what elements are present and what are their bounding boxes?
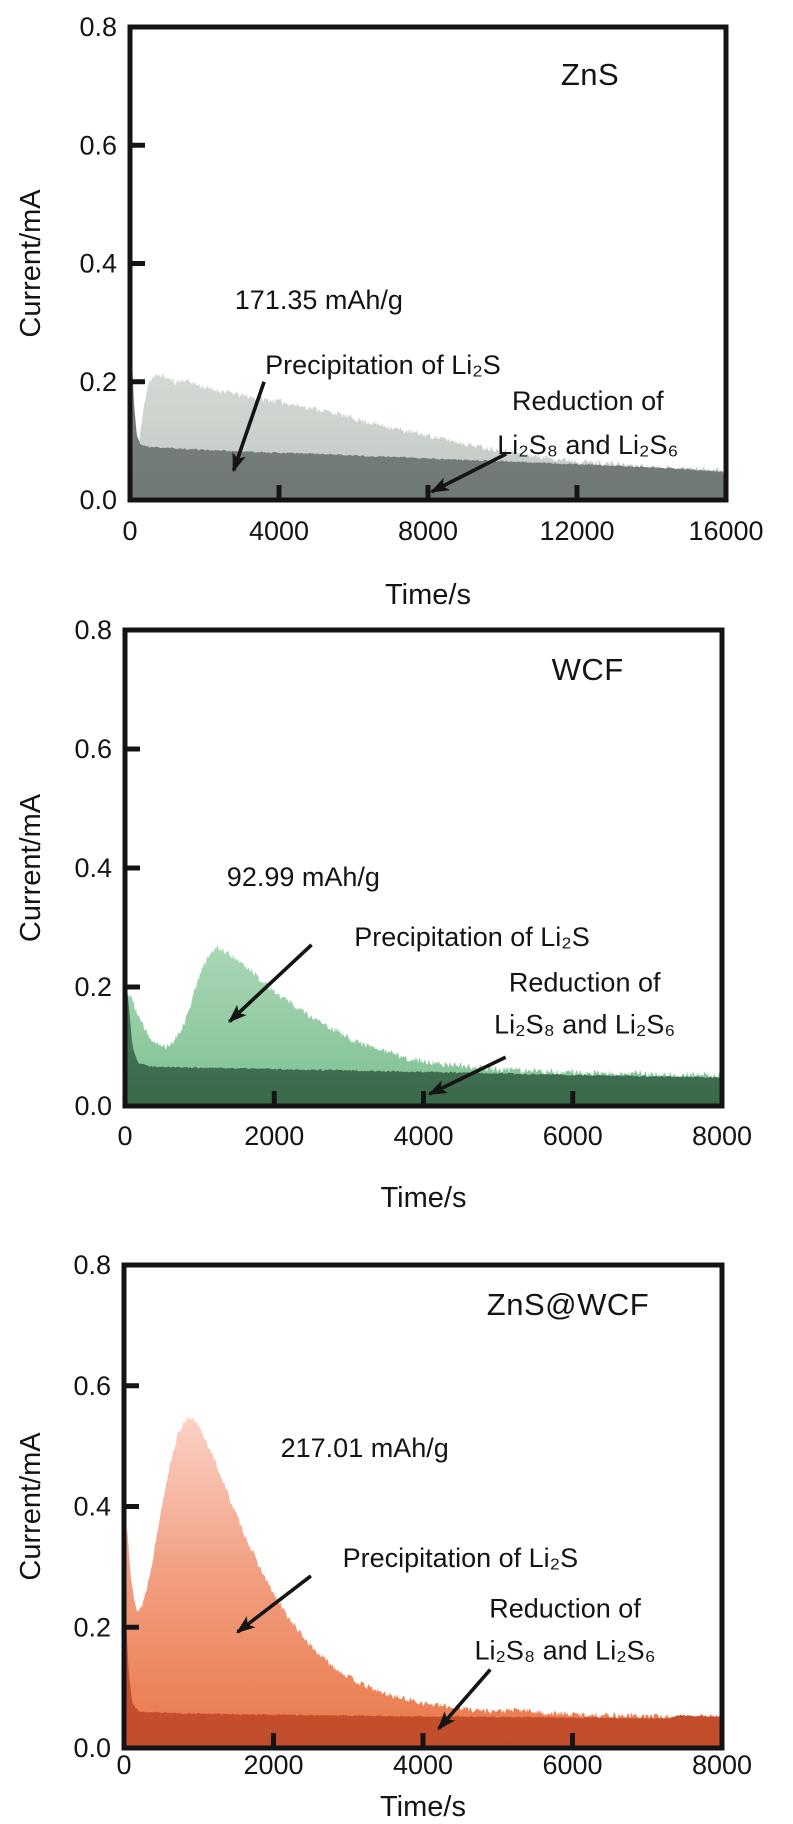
capacity-label: 217.01 mAh/g: [281, 1433, 449, 1463]
capacity-label: 171.35 mAh/g: [235, 285, 403, 315]
annotation-arrow: [228, 943, 313, 1023]
y-tick-label: 0.2: [74, 972, 112, 1002]
annotation-text: Li₂S₈ and Li₂S₆: [497, 430, 678, 460]
annotation-text: Precipitation of Li₂S: [265, 350, 501, 380]
y-tick-label: 0.4: [74, 853, 112, 883]
annotation-arrow: [236, 1574, 312, 1634]
x-tick-label: 4000: [393, 1750, 453, 1780]
y-axis-label: Current/mA: [15, 1432, 47, 1581]
chart-zns: 0 4000 8000 12000 16000 0.0 0.2 0.4 0.6 0.8 Time/s…: [0, 0, 793, 605]
reduction-area: [125, 986, 722, 1106]
y-tick-label: 0.0: [74, 1091, 112, 1121]
annotation-text: Li₂S₈ and Li₂S₆: [474, 1636, 655, 1666]
x-tick-label: 6000: [542, 1750, 602, 1780]
x-axis-label: Time/s: [380, 1791, 466, 1823]
x-tick-label: 16000: [688, 516, 763, 546]
annotation-text: Li₂S₈ and Li₂S₆: [494, 1010, 675, 1040]
y-tick-label: 0.4: [73, 1492, 111, 1522]
precipitation-area: [125, 945, 722, 1106]
annotation-text: Reduction of: [512, 386, 664, 416]
y-tick-label: 0.0: [73, 1733, 111, 1763]
chart-title-label: WCF: [552, 652, 624, 687]
annotation-text: Reduction of: [489, 1594, 641, 1624]
y-tick-label: 0.0: [79, 485, 117, 515]
x-tick-label: 0: [117, 1121, 132, 1151]
x-tick-label: 4000: [249, 516, 309, 546]
x-tick-label: 6000: [543, 1121, 603, 1151]
x-tick-label: 8000: [692, 1121, 752, 1151]
x-axis-label: Time/s: [385, 579, 471, 605]
reduction-area: [130, 347, 726, 500]
y-tick-label: 0.6: [79, 130, 117, 160]
chart-wcf-canvas: 0 2000 4000 6000 8000 0.0 0.2 0.4 0.6 0.8 Time/s Cu…: [15, 615, 752, 1214]
y-tick-label: 0.8: [74, 615, 112, 645]
x-axis-label: Time/s: [381, 1182, 467, 1214]
annotation-text: Precipitation of Li₂S: [354, 922, 590, 952]
x-tick-label: 0: [122, 516, 137, 546]
annotation-text: Reduction of: [509, 968, 661, 998]
y-tick-label: 0.2: [79, 367, 117, 397]
x-tick-label: 2000: [243, 1750, 303, 1780]
chart-title-label: ZnS: [561, 57, 619, 92]
chart-zns-wcf-canvas-block: 0 2000 4000 6000 8000 0.0 0.2 0.4 0.6 0.8 Time/s Cu…: [0, 1240, 793, 1824]
chart-title-label: ZnS@WCF: [487, 1287, 649, 1322]
x-tick-label: 12000: [539, 516, 614, 546]
y-axis-label: Current/mA: [15, 189, 47, 338]
annotation-arrow: [429, 452, 508, 494]
x-tick-label: 2000: [244, 1121, 304, 1151]
chart-zns-wcf-canvas: 0 2000 4000 6000 8000 0.0 0.2 0.4 0.6 0.8 Time/s Cu…: [15, 1250, 752, 1823]
annotation-arrow: [231, 381, 266, 473]
annotation-text: Precipitation of Li₂S: [343, 1543, 579, 1573]
y-tick-label: 0.4: [79, 249, 117, 279]
y-tick-label: 0.6: [73, 1371, 111, 1401]
x-tick-label: 8000: [398, 516, 458, 546]
chart-zns-canvas: 0 4000 8000 12000 16000 0.0 0.2 0.4 0.6 0.8 Time/s…: [15, 12, 764, 605]
reduction-area: [124, 1594, 722, 1748]
y-tick-label: 0.8: [73, 1250, 111, 1280]
x-tick-label: 4000: [393, 1121, 453, 1151]
x-tick-label: 0: [116, 1750, 131, 1780]
precipitation-area: [124, 1416, 722, 1748]
y-tick-label: 0.8: [79, 12, 117, 42]
chart-wcf: 0 2000 4000 6000 8000 0.0 0.2 0.4 0.6 0.8 Time/s Cu…: [0, 605, 793, 1240]
x-tick-label: 8000: [692, 1750, 752, 1780]
y-tick-label: 0.6: [74, 734, 112, 764]
annotation-arrow: [437, 1668, 492, 1731]
capacity-label: 92.99 mAh/g: [227, 862, 380, 892]
annotation-arrow: [427, 1055, 507, 1096]
y-axis-label: Current/mA: [15, 793, 47, 942]
y-tick-label: 0.2: [73, 1612, 111, 1642]
